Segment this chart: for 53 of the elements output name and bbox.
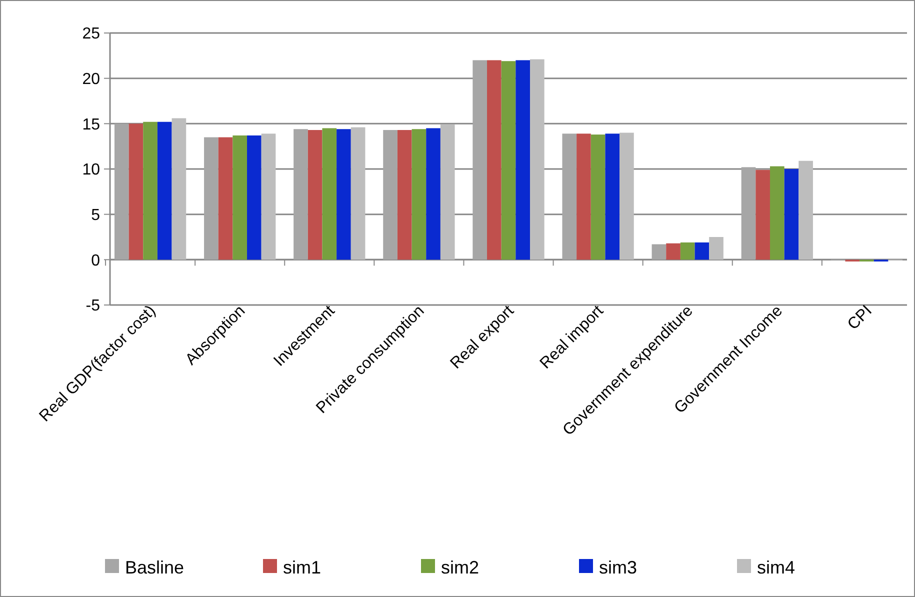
y-tick-label: 20 <box>82 70 100 88</box>
legend-label: sim2 <box>441 557 480 578</box>
bar <box>784 169 799 260</box>
bar <box>172 118 186 260</box>
y-tick-label: 15 <box>82 116 100 134</box>
bar <box>397 130 412 260</box>
bar <box>605 134 620 260</box>
bar <box>204 137 218 260</box>
bar <box>440 124 455 260</box>
legend-label: sim4 <box>757 557 796 578</box>
bar <box>383 130 398 260</box>
bar <box>501 61 516 260</box>
bar <box>770 166 784 260</box>
bar <box>798 160 813 260</box>
bar <box>350 127 366 260</box>
bar <box>128 124 144 260</box>
bar <box>308 130 322 260</box>
legend-label: sim3 <box>599 557 638 578</box>
y-tick-label: 5 <box>91 206 100 224</box>
bar <box>412 129 426 260</box>
bar <box>590 134 606 260</box>
legend-label: sim1 <box>283 557 322 578</box>
bar <box>218 137 233 260</box>
legend-label: Basline <box>125 557 184 578</box>
bar <box>530 59 544 260</box>
bar <box>666 243 680 260</box>
bar <box>652 244 666 260</box>
y-tick-label: 0 <box>91 252 100 270</box>
bar <box>294 129 308 260</box>
bar <box>157 122 172 260</box>
bar <box>336 129 351 260</box>
bar <box>261 134 276 260</box>
bar <box>756 170 770 260</box>
bar <box>322 128 337 260</box>
bar <box>709 237 724 260</box>
x-tick-label: CPI <box>844 302 876 334</box>
bar <box>562 134 577 260</box>
bar <box>741 167 756 260</box>
bar <box>114 124 129 260</box>
bar <box>620 132 634 260</box>
bar <box>247 135 262 260</box>
y-tick-label: 25 <box>82 26 100 43</box>
bar <box>426 128 440 260</box>
bar <box>232 135 248 260</box>
bar <box>516 60 530 260</box>
bar <box>694 242 710 260</box>
bar <box>487 60 502 260</box>
bar <box>680 242 695 260</box>
y-tick-label: -5 <box>86 298 100 315</box>
bar <box>472 60 488 260</box>
y-tick-label: 10 <box>82 162 100 179</box>
bar <box>576 134 591 260</box>
bar <box>143 122 158 260</box>
